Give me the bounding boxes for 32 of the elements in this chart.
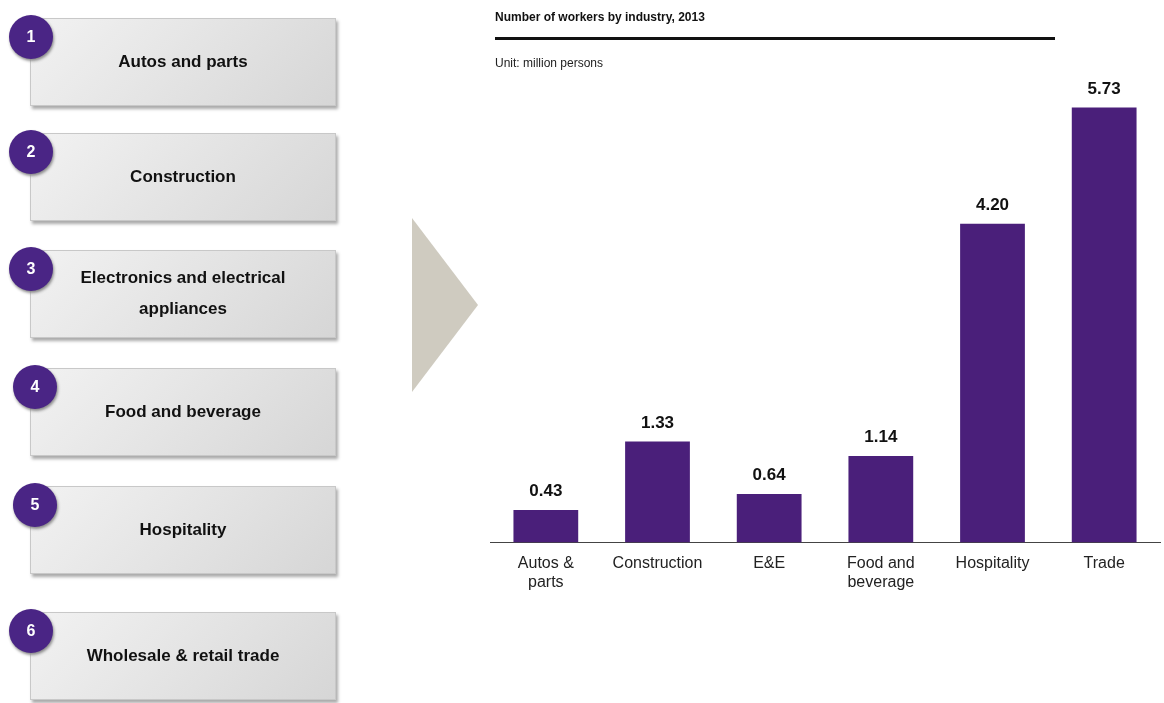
text: 6 xyxy=(9,609,53,653)
chart-title: Number of workers by industry, 2013 xyxy=(495,10,705,24)
text: Construction xyxy=(130,166,236,186)
text: Autos and parts xyxy=(118,51,248,71)
x-tick-label: Construction xyxy=(612,553,703,571)
data-label: 5.73 xyxy=(1087,78,1121,98)
text: Wholesale & retail trade xyxy=(86,645,280,665)
x-tick-label: E&E xyxy=(753,553,786,571)
bar xyxy=(513,509,579,543)
chart-subtitle: Unit: million persons xyxy=(495,56,604,70)
data-label: 4.20 xyxy=(975,194,1010,214)
text: 5 xyxy=(13,483,57,527)
text: 2 xyxy=(9,130,53,174)
bar xyxy=(960,223,1025,543)
x-tick-label: Hospitality xyxy=(955,553,1030,571)
text: 3 xyxy=(9,247,53,291)
data-label: 0.64 xyxy=(752,465,787,485)
text: 1 xyxy=(9,15,53,59)
bar xyxy=(1071,107,1137,543)
text: Electronics and electrical appliances xyxy=(80,268,286,318)
data-label: 1.33 xyxy=(640,412,675,432)
data-label: 1.14 xyxy=(864,427,898,447)
bar xyxy=(625,441,690,543)
bar xyxy=(736,494,802,543)
data-label: 0.43 xyxy=(529,481,563,501)
x-tick-label: Food and beverage xyxy=(847,553,915,590)
text: Food and beverage xyxy=(105,401,261,421)
x-tick-label: Trade xyxy=(1083,553,1125,571)
text: 4 xyxy=(13,365,57,409)
text: Hospitality xyxy=(139,519,227,539)
x-tick-label: Autos & parts xyxy=(517,553,575,590)
bar xyxy=(848,456,914,543)
